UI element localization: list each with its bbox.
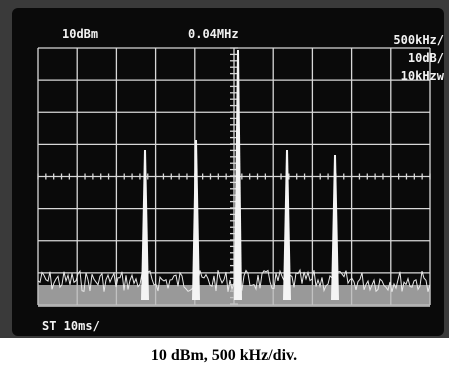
bandwidth: 10kHzw <box>401 69 445 83</box>
sweep-time: ST 10ms/ <box>42 319 100 333</box>
noise-floor <box>38 285 430 307</box>
figure: 10dBm 0.04MHz 500kHz/ 10dB/ 10kHzw ST 10… <box>0 0 449 372</box>
reference-level: 10dBm <box>62 27 98 41</box>
scale: 10dB/ <box>408 51 444 65</box>
center-frequency: 0.04MHz <box>188 27 239 41</box>
caption: 10 dBm, 500 kHz/div. <box>151 347 297 364</box>
span: 500kHz/ <box>393 33 444 47</box>
